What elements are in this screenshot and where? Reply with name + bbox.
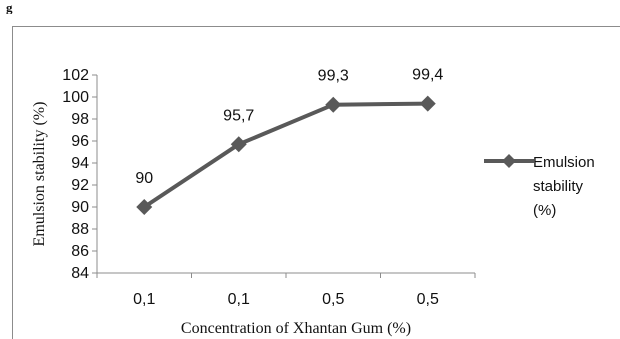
data-label: 99,4 [412,67,443,84]
x-tick-group: 0,1 0,1 0,5 0,5 [96,273,476,308]
y-tick-label: 98 [71,111,89,128]
y-tick-group: 84 86 88 90 92 94 96 98 100 102 [62,67,97,282]
x-axis-title: Concentration of Xhantan Gum (%) [181,320,411,337]
figure-caption-fragment: g [6,0,13,14]
data-label-group: 90 95,7 99,3 99,4 [135,67,443,187]
y-tick-label: 86 [71,243,89,260]
legend: Emulsion stability (%) [484,154,595,219]
data-label: 90 [135,170,153,187]
legend-marker [502,154,516,168]
y-tick-label: 102 [62,67,89,84]
y-tick-label: 88 [71,221,89,238]
legend-label: (%) [533,202,556,219]
data-label: 95,7 [223,107,254,124]
data-label: 99,3 [318,68,349,85]
chart-frame-top [12,26,620,27]
y-tick-label: 92 [71,177,89,194]
y-tick-label: 90 [71,199,89,216]
data-point-marker [419,95,436,112]
y-tick-label: 84 [71,265,89,282]
legend-label: Emulsion [533,154,595,171]
chart-frame-left [12,26,13,339]
x-tick-label: 0,5 [417,291,439,308]
y-tick-label: 94 [71,155,89,172]
y-tick-label: 100 [62,89,89,106]
series-line [143,101,428,209]
x-tick-label: 0,5 [322,291,344,308]
data-point-marker [136,199,153,215]
y-axis-title: Emulsion stability (%) [31,102,48,247]
legend-label: stability [533,178,584,195]
x-tick-label: 0,1 [228,291,250,308]
data-point-marker [230,136,247,153]
data-point-group [136,95,436,215]
y-tick-label: 96 [71,133,89,150]
x-tick-label: 0,1 [133,291,155,308]
data-point-marker [325,96,342,113]
